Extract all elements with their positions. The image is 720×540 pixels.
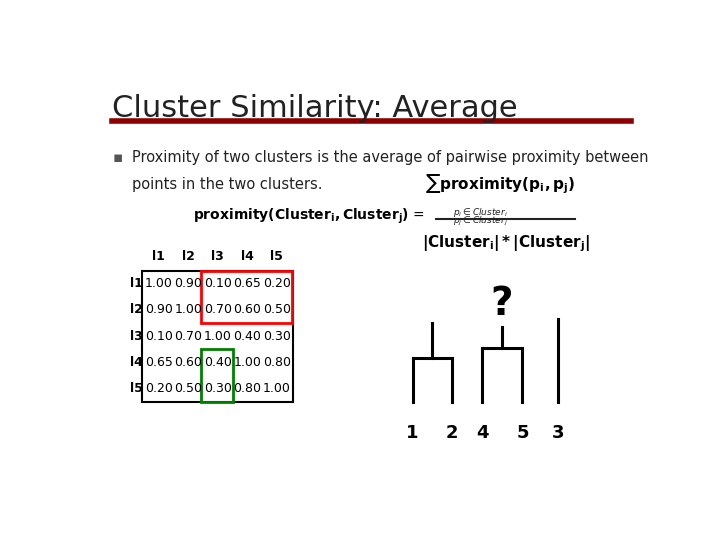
- Text: l5: l5: [271, 250, 284, 263]
- Text: 5: 5: [516, 424, 528, 442]
- Text: l1: l1: [152, 250, 165, 263]
- Text: l1: l1: [130, 277, 143, 290]
- Text: l2: l2: [130, 303, 143, 316]
- Text: 1.00: 1.00: [263, 382, 291, 395]
- Text: 0.40: 0.40: [233, 329, 261, 342]
- Text: $p_j \in Cluster_j$: $p_j \in Cluster_j$: [453, 215, 508, 228]
- Text: $\mathbf{|Cluster_i| * |Cluster_j|}$: $\mathbf{|Cluster_i| * |Cluster_j|}$: [422, 233, 590, 254]
- Text: 4: 4: [476, 424, 489, 442]
- Text: $\mathbf{\sum proximity(p_i, p_j)}$: $\mathbf{\sum proximity(p_i, p_j)}$: [425, 172, 575, 196]
- Text: 1.00: 1.00: [233, 356, 261, 369]
- Text: 0.60: 0.60: [174, 356, 202, 369]
- Bar: [202, 271, 292, 323]
- Text: ?: ?: [490, 285, 513, 323]
- Text: 0.20: 0.20: [145, 382, 173, 395]
- Text: $\mathbf{proximity(Cluster_i, Cluster_j)}$ =: $\mathbf{proximity(Cluster_i, Cluster_j)…: [193, 207, 425, 226]
- Text: 1.00: 1.00: [174, 303, 202, 316]
- Text: points in the two clusters.: points in the two clusters.: [132, 177, 323, 192]
- Text: 0.10: 0.10: [204, 277, 232, 290]
- Text: l4: l4: [241, 250, 253, 263]
- Bar: [142, 271, 293, 402]
- Text: 0.50: 0.50: [174, 382, 202, 395]
- Text: 1.00: 1.00: [204, 329, 232, 342]
- Text: 2: 2: [446, 424, 458, 442]
- Text: 0.30: 0.30: [263, 329, 291, 342]
- Text: 0.70: 0.70: [174, 329, 202, 342]
- Text: 3: 3: [552, 424, 564, 442]
- Text: 0.90: 0.90: [174, 277, 202, 290]
- Text: 0.65: 0.65: [233, 277, 261, 290]
- Text: l2: l2: [181, 250, 194, 263]
- Text: 0.80: 0.80: [263, 356, 291, 369]
- Text: 1.00: 1.00: [145, 277, 173, 290]
- Text: l3: l3: [212, 250, 224, 263]
- Text: l5: l5: [130, 382, 143, 395]
- Text: 0.50: 0.50: [263, 303, 291, 316]
- Text: 0.10: 0.10: [145, 329, 173, 342]
- Text: 0.65: 0.65: [145, 356, 173, 369]
- Text: 0.90: 0.90: [145, 303, 173, 316]
- Text: $p_i \in Cluster_i$: $p_i \in Cluster_i$: [453, 206, 508, 219]
- Text: Proximity of two clusters is the average of pairwise proximity between: Proximity of two clusters is the average…: [132, 150, 648, 165]
- Text: 0.40: 0.40: [204, 356, 232, 369]
- Text: Cluster Similarity: Average: Cluster Similarity: Average: [112, 94, 518, 123]
- Text: l4: l4: [130, 356, 143, 369]
- Text: 0.60: 0.60: [233, 303, 261, 316]
- Bar: [202, 349, 233, 402]
- Text: 1: 1: [406, 424, 419, 442]
- Text: 0.70: 0.70: [204, 303, 232, 316]
- Text: l3: l3: [130, 329, 143, 342]
- Text: 0.80: 0.80: [233, 382, 261, 395]
- Text: 0.30: 0.30: [204, 382, 232, 395]
- Text: ▪: ▪: [112, 150, 122, 165]
- Text: 0.20: 0.20: [263, 277, 291, 290]
